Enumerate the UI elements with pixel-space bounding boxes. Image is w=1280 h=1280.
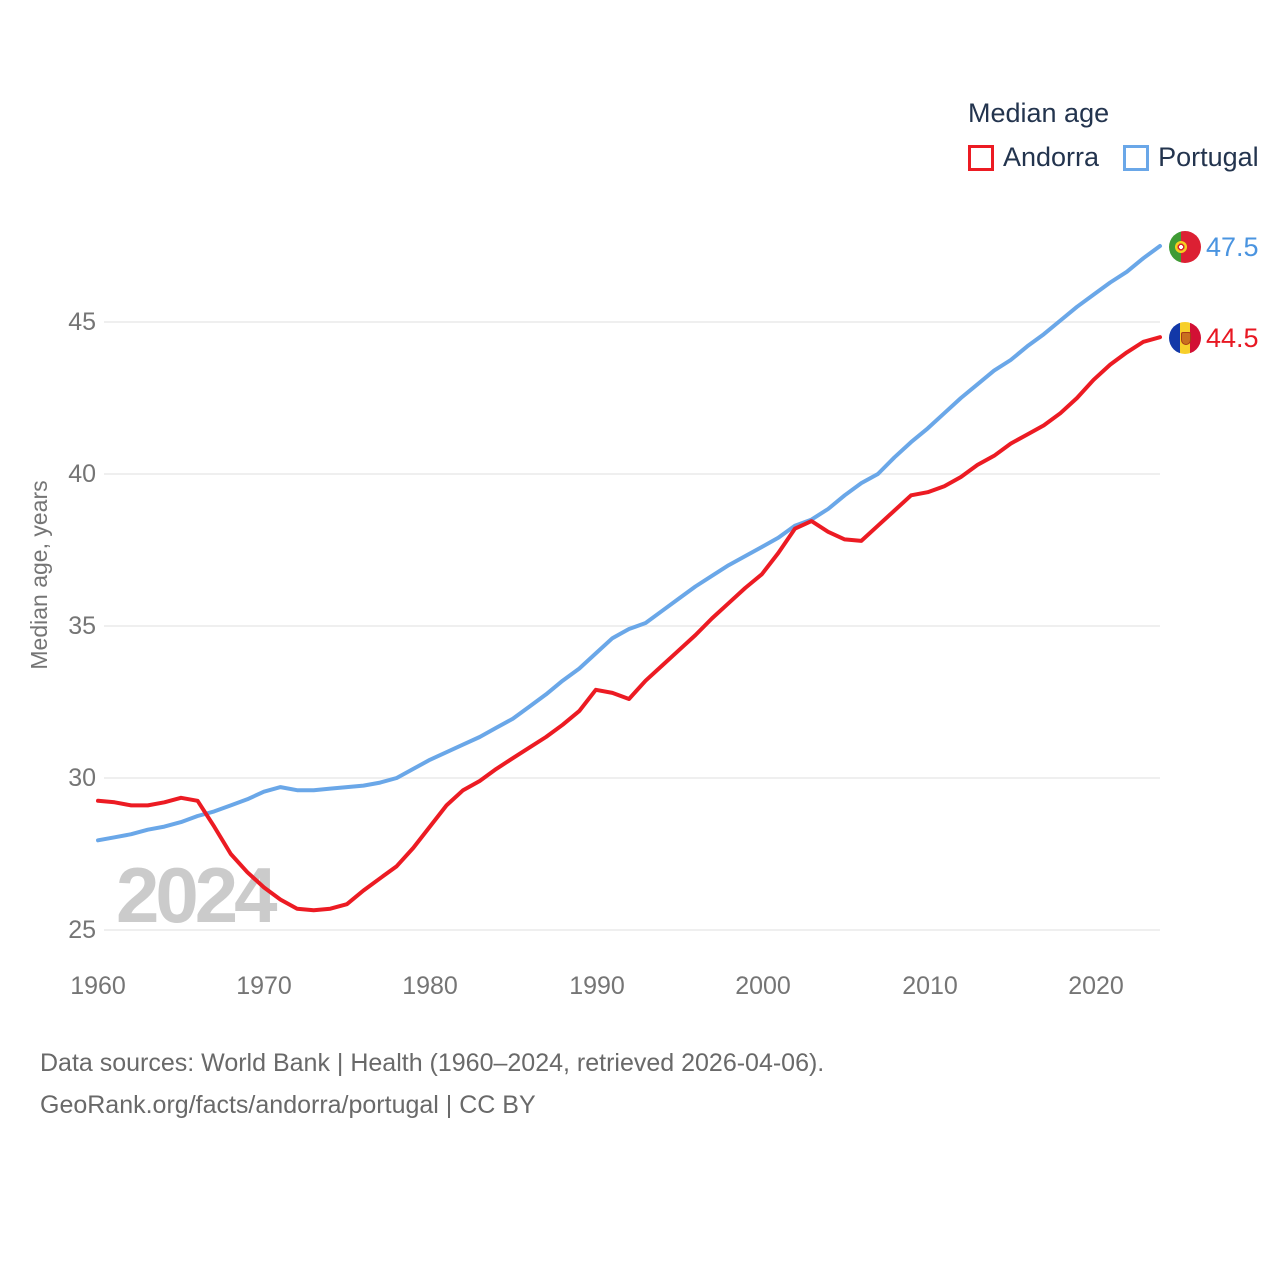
y-tick-40: 40 [68, 460, 96, 488]
y-tick-30: 30 [68, 764, 96, 792]
x-tick-2020: 2020 [1068, 972, 1124, 1000]
legend-label-portugal: Portugal [1158, 142, 1259, 172]
legend-item-andorra[interactable]: Andorra [968, 142, 1099, 173]
y-axis-title: Median age, years [26, 480, 52, 670]
legend-item-portugal[interactable]: Portugal [1123, 142, 1259, 173]
line-andorra [96, 335, 1162, 913]
y-tick-35: 35 [68, 612, 96, 640]
footer-link[interactable]: GeoRank.org/facts/andorra/portugal | CC … [40, 1091, 536, 1119]
x-tick-2000: 2000 [735, 972, 791, 1000]
y-tick-45: 45 [68, 308, 96, 336]
legend: Median age Andorra Portugal [968, 98, 1259, 173]
portugal-emblem-icon [1175, 241, 1187, 253]
watermark-year: 2024 [116, 851, 278, 939]
x-tick-2010: 2010 [902, 972, 958, 1000]
legend-label-andorra: Andorra [1003, 142, 1100, 172]
andorra-flag-icon [1169, 322, 1201, 354]
x-tick-1960: 1960 [70, 972, 126, 1000]
portugal-end-value: 47.5 [1206, 232, 1259, 262]
x-tick-1980: 1980 [402, 972, 458, 1000]
portugal-flag-icon [1169, 231, 1201, 263]
andorra-emblem-icon [1181, 332, 1191, 345]
legend-title: Median age [968, 98, 1110, 128]
footer-sources: Data sources: World Bank | Health (1960–… [40, 1049, 825, 1077]
x-tick-1970: 1970 [236, 972, 292, 1000]
y-tick-25: 25 [68, 916, 96, 944]
legend-row: Andorra Portugal [968, 142, 1259, 173]
x-tick-1990: 1990 [569, 972, 625, 1000]
chart-canvas [96, 244, 1162, 931]
portugal-swatch-icon [1123, 144, 1150, 171]
andorra-swatch-icon [968, 144, 994, 171]
footer: Data sources: World Bank | Health (1960–… [40, 1042, 824, 1126]
andorra-end-value: 44.5 [1206, 323, 1259, 353]
line-portugal [96, 244, 1162, 843]
